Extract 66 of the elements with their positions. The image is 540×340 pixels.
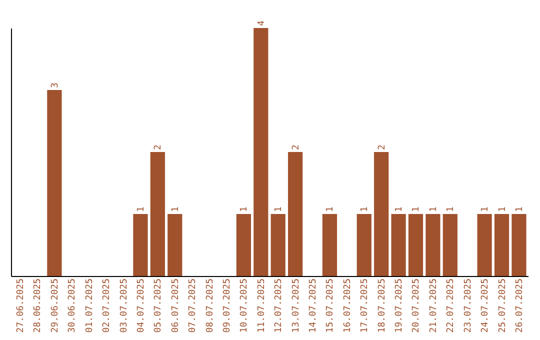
bar: [512, 214, 526, 276]
bar: [477, 214, 492, 276]
x-tick-label: 01.07.2025: [84, 278, 95, 333]
x-tick-label: 11.07.2025: [256, 278, 267, 333]
data-label: 1: [240, 206, 250, 212]
x-tick-label: 05.07.2025: [154, 278, 164, 333]
x-tick-label: 04.07.2025: [136, 278, 146, 333]
x-tick-label: 24.07.2025: [480, 278, 491, 333]
x-tick-label: 12.07.2025: [274, 278, 284, 333]
data-label: 2: [291, 144, 302, 150]
x-tick-label: 06.07.2025: [170, 278, 181, 333]
x-tick-label: 19.07.2025: [394, 278, 405, 333]
bar: [133, 214, 148, 276]
bar: [426, 214, 440, 276]
x-tick-label: 14.07.2025: [308, 278, 319, 333]
data-label: 1: [326, 206, 336, 212]
x-tick-label: 15.07.2025: [326, 278, 336, 333]
x-tick-label: 23.07.2025: [463, 278, 474, 333]
bar: [494, 214, 510, 276]
bar: [322, 214, 338, 276]
data-label: 1: [514, 206, 525, 212]
data-label: 1: [480, 206, 491, 212]
x-tick-label: 28.06.2025: [33, 278, 44, 333]
data-label: 4: [256, 20, 267, 26]
data-label: 3: [50, 82, 60, 88]
data-label: 1: [428, 206, 439, 212]
data-label: 2: [154, 144, 164, 150]
bar: [374, 152, 389, 276]
bar: [150, 152, 165, 276]
data-label: 1: [170, 206, 181, 212]
x-tick-label: 16.07.2025: [342, 278, 353, 333]
bar: [168, 214, 182, 276]
x-tick-label: 22.07.2025: [446, 278, 456, 333]
x-tick-label: 26.07.2025: [514, 278, 525, 333]
data-label: 1: [394, 206, 405, 212]
data-label: 2: [377, 144, 388, 150]
bar: [254, 28, 268, 276]
x-tick-label: 17.07.2025: [360, 278, 370, 333]
x-tick-label: 30.06.2025: [68, 278, 78, 333]
x-tick-label: 21.07.2025: [428, 278, 439, 333]
bar: [236, 214, 252, 276]
data-label: 1: [498, 206, 508, 212]
x-tick-label: 10.07.2025: [240, 278, 250, 333]
bar: [391, 214, 406, 276]
x-tick-label: 25.07.2025: [498, 278, 508, 333]
bar: [47, 90, 62, 276]
data-label: 1: [274, 206, 284, 212]
x-tick-label: 03.07.2025: [119, 278, 130, 333]
x-tick-label: 29.06.2025: [50, 278, 60, 333]
data-label: 1: [412, 206, 422, 212]
bar: [442, 214, 458, 276]
x-tick-label: 18.07.2025: [377, 278, 388, 333]
x-tick-label: 20.07.2025: [412, 278, 422, 333]
x-tick-label: 02.07.2025: [102, 278, 112, 333]
x-tick-label: 09.07.2025: [222, 278, 232, 333]
data-label: 1: [360, 206, 370, 212]
x-tick-label: 07.07.2025: [188, 278, 198, 333]
bar: [356, 214, 372, 276]
bar: [270, 214, 286, 276]
data-label: 1: [446, 206, 456, 212]
x-tick-label: 08.07.2025: [205, 278, 216, 333]
bar: [288, 152, 303, 276]
data-label: 1: [136, 206, 146, 212]
bar: [408, 214, 424, 276]
x-tick-label: 27.06.2025: [16, 278, 26, 333]
x-tick-label: 13.07.2025: [291, 278, 302, 333]
